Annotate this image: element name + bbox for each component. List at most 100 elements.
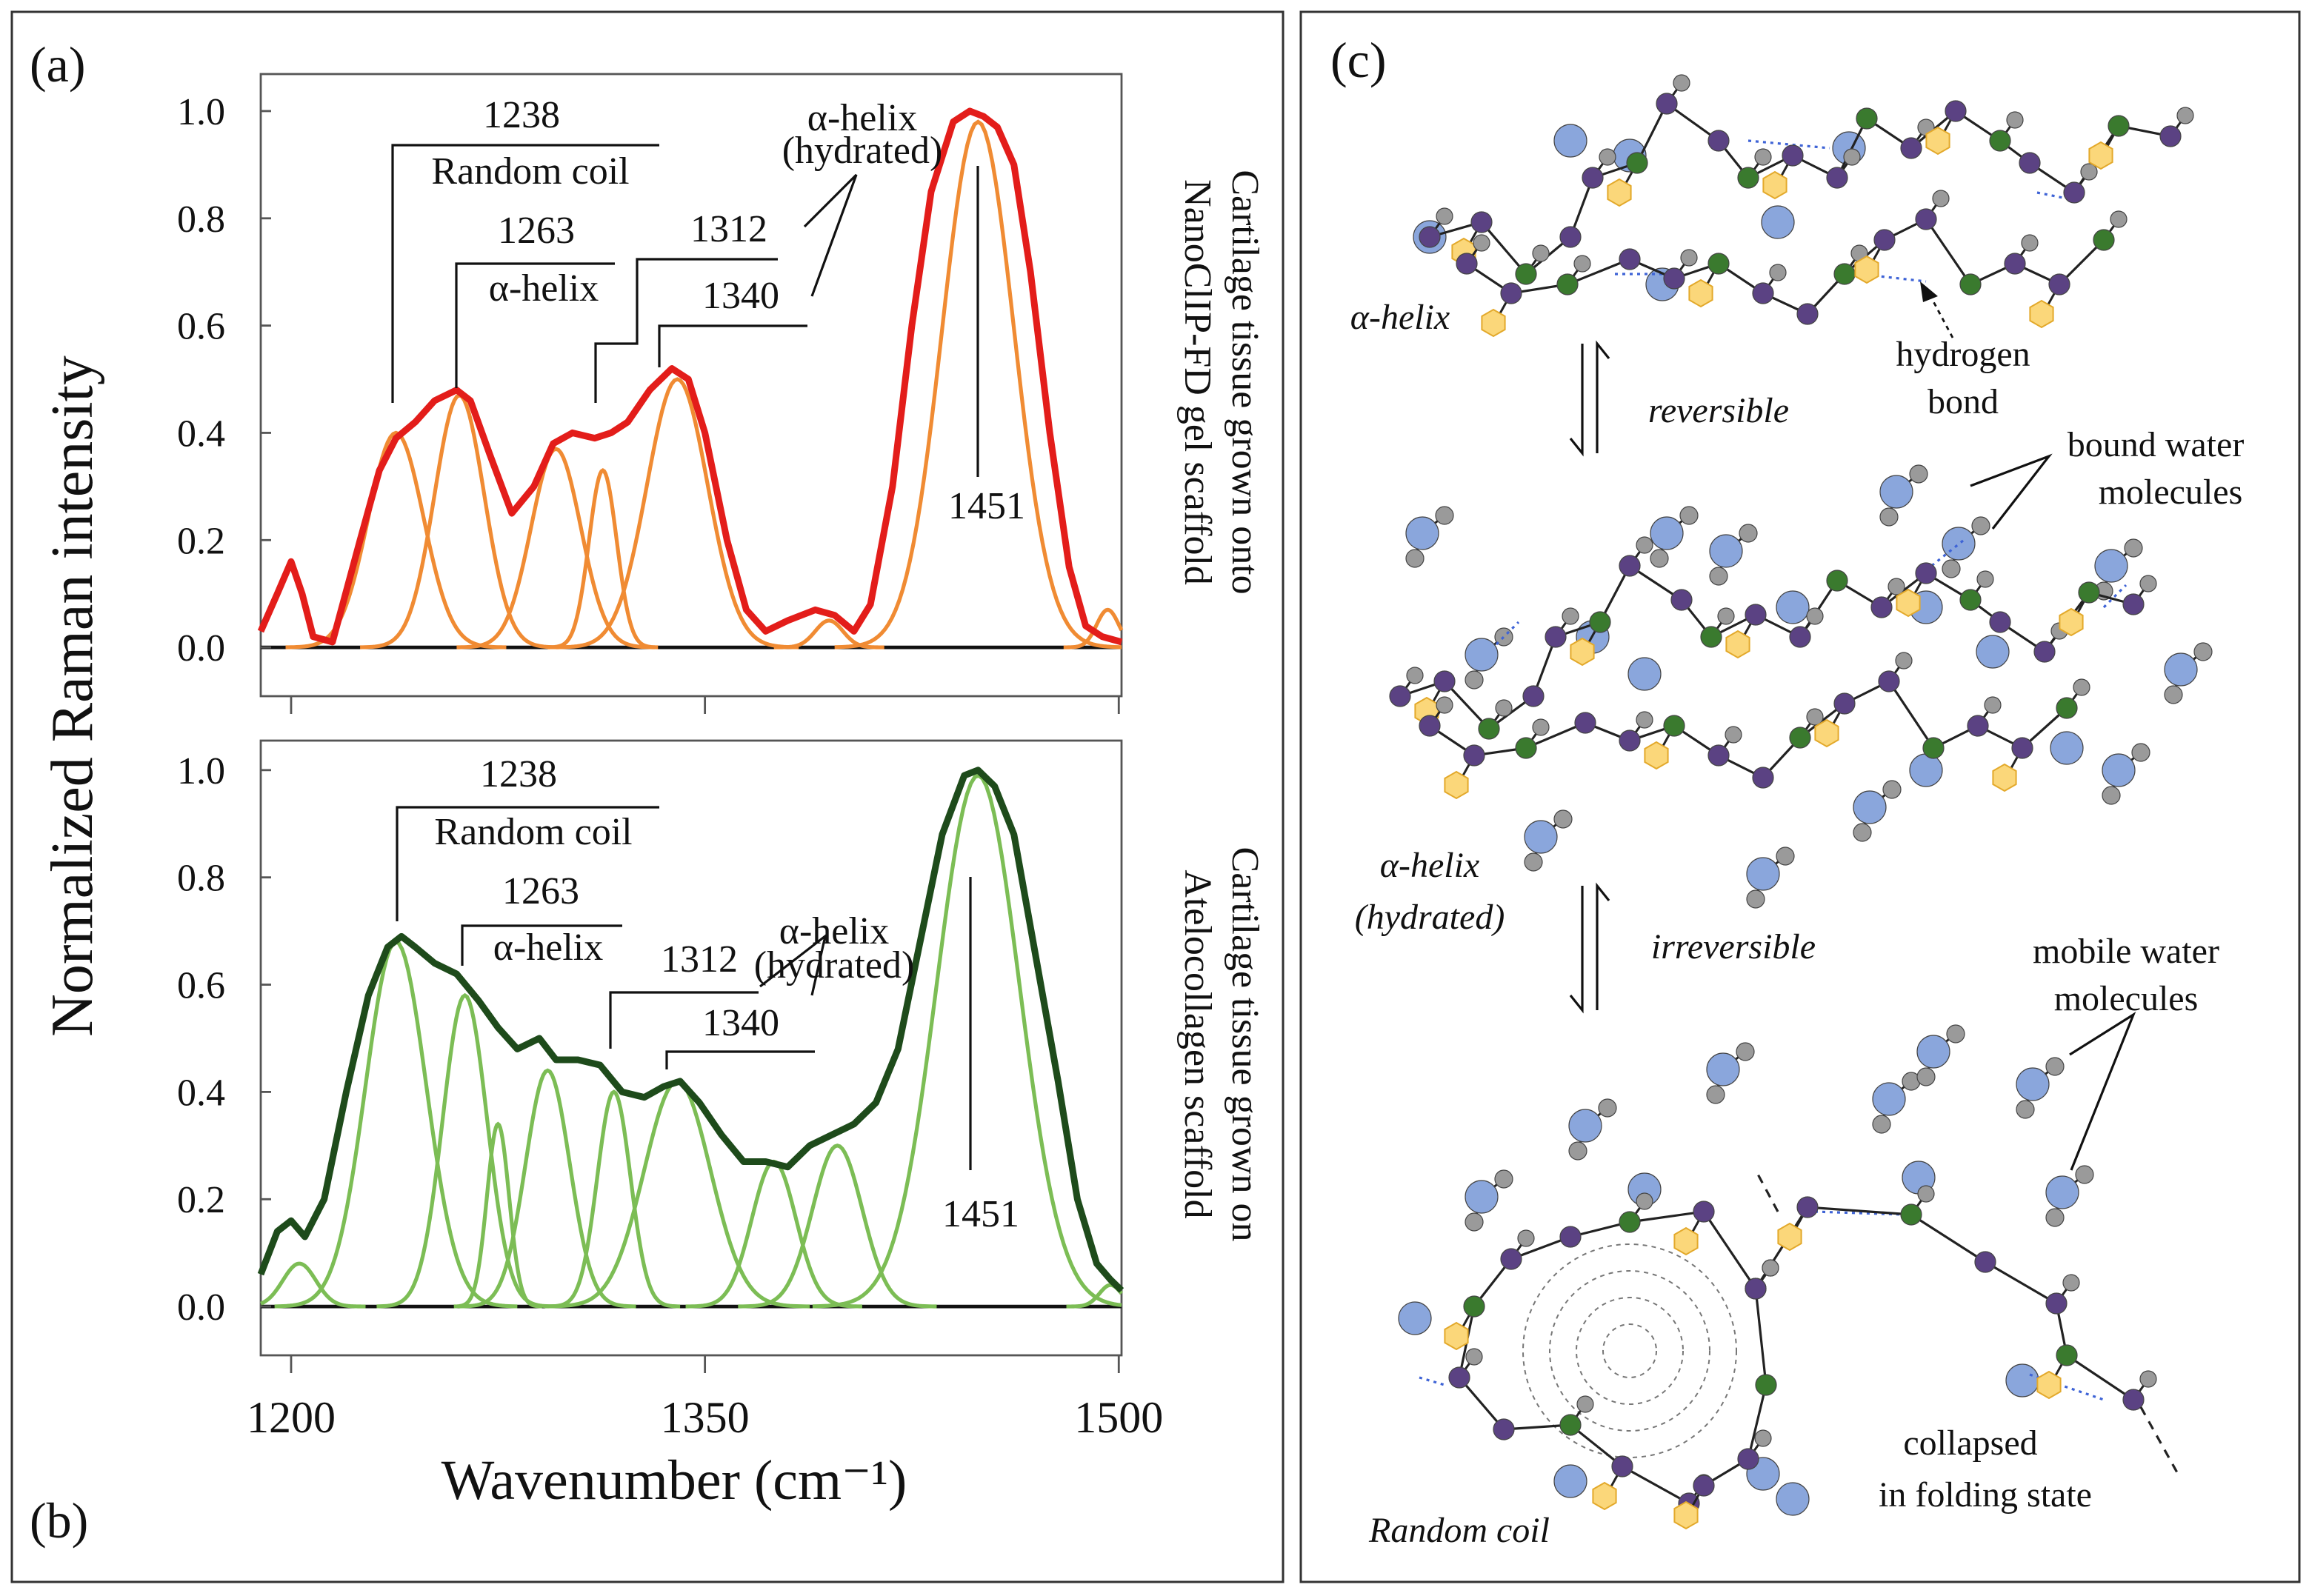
side-ring <box>2029 299 2054 329</box>
backbone-atom <box>1915 208 1937 230</box>
backbone-atom <box>1433 670 1456 692</box>
hydrogen-atom <box>1806 607 1824 625</box>
hydrogen-atom <box>2006 111 2024 129</box>
water-hydrogen <box>1598 1098 1617 1118</box>
annotation: 1340 <box>702 275 779 317</box>
backbone-atom <box>1500 1248 1522 1270</box>
water-hydrogen <box>1650 549 1669 568</box>
backbone-atom <box>2078 581 2100 604</box>
backbone-atom <box>1707 130 1730 152</box>
hydrogen-atom <box>1932 190 1950 207</box>
y-tick-label: 0.8 <box>177 858 225 900</box>
folding-ring <box>1576 1297 1684 1405</box>
water-hydrogen <box>2102 786 2121 805</box>
side-label: NanoClIP-FD gel scaffold <box>1176 179 1219 585</box>
backbone-atom <box>1515 263 1537 285</box>
side-ring <box>1673 1500 1699 1530</box>
backbone-atom <box>1789 727 1811 749</box>
transition-label: irreversible <box>1651 927 1816 966</box>
water-hydrogen <box>1679 506 1699 525</box>
water-hydrogen <box>1465 1212 1484 1232</box>
backbone-atom <box>1619 729 1641 752</box>
hydrogen-atom <box>1717 607 1735 625</box>
annotation: 1312 <box>661 938 738 981</box>
annotation: 1263 <box>502 870 579 912</box>
hydrogen-atom <box>1895 652 1913 670</box>
molecule-drawing <box>1389 74 2213 1530</box>
side-label: Cartilage tissue grown on <box>1224 847 1266 1242</box>
y-tick-label: 0.2 <box>177 520 225 562</box>
folding-ring <box>1522 1243 1737 1458</box>
annotation: 1238 <box>480 753 557 795</box>
side-label: Atelocollagen scaffold <box>1176 869 1219 1218</box>
fitted-band <box>812 773 1122 1309</box>
backbone-atom <box>1463 1295 1485 1318</box>
hydrogen-atom <box>1984 696 2002 714</box>
hydrogen-atom <box>1636 711 1653 729</box>
hydrogen-atom <box>1465 1348 1483 1366</box>
backbone-atom <box>1663 715 1685 737</box>
water-hydrogen <box>2045 1057 2065 1076</box>
backbone-atom <box>2093 229 2115 251</box>
backbone-atom <box>1463 744 1485 767</box>
folding-ring <box>1549 1270 1710 1432</box>
fitted-band <box>259 1261 366 1309</box>
side-ring <box>1762 170 1787 200</box>
hydrogen-atom <box>2073 678 2090 696</box>
water-oxygen <box>1568 1109 1602 1143</box>
fitted-band <box>547 1089 681 1309</box>
hydrogen-atom <box>1406 667 1424 684</box>
backbone <box>1458 1210 1767 1505</box>
water-oxygen <box>1879 475 1913 509</box>
water-hydrogen <box>1942 559 1961 578</box>
water-hydrogen <box>2193 642 2213 661</box>
water-oxygen <box>1746 857 1780 891</box>
annotation: Random coil <box>431 150 629 193</box>
backbone-atom <box>1470 211 1493 233</box>
oxygen-atom <box>1909 753 1943 787</box>
backbone-atom <box>1559 1414 1582 1436</box>
water-oxygen <box>2016 1067 2050 1101</box>
backbone-atom <box>1782 144 1804 167</box>
backbone-atom <box>1626 152 1648 174</box>
backbone-atom <box>1959 273 1982 296</box>
backbone-atom <box>1989 611 2011 633</box>
label: bond <box>1928 382 1999 421</box>
label: hydrogen <box>1896 335 2030 374</box>
backbone-atom <box>1856 107 1878 130</box>
water-oxygen <box>1916 1035 1950 1069</box>
hydrogen-atom <box>1436 207 1453 225</box>
water-hydrogen <box>1971 516 1990 535</box>
hydrogen-atom <box>2139 575 2157 592</box>
annotation: 1451 <box>948 485 1025 527</box>
water-oxygen <box>1709 534 1743 568</box>
oxygen-atom <box>1761 205 1795 239</box>
annotation: 1340 <box>702 1002 779 1044</box>
backbone-atom <box>1559 226 1582 248</box>
hydrogen-atom <box>1436 696 1453 714</box>
water-oxygen <box>1706 1052 1740 1086</box>
backbone-atom <box>1826 570 1848 592</box>
hydrogen-bond <box>1747 139 1830 150</box>
backbone-atom <box>1796 303 1819 325</box>
side-label: Cartilage tissue grown onto <box>1224 170 1266 594</box>
backbone-atom <box>1873 229 1896 251</box>
x-tick-label: 1500 <box>1074 1393 1163 1442</box>
y-tick-label: 0.6 <box>177 965 225 1007</box>
fitted-band <box>544 1079 810 1309</box>
backbone-atom <box>1500 282 1522 304</box>
oxygen-atom <box>1776 590 1810 624</box>
backbone-atom <box>2033 641 2056 663</box>
backbone-atom <box>2004 253 2026 275</box>
backbone-atom <box>1656 93 1678 115</box>
backbone-atom <box>1707 253 1730 275</box>
backbone-atom <box>1900 137 1922 159</box>
structure-label: α-helix <box>1380 846 1479 885</box>
fitted-band <box>773 618 884 650</box>
spectrum-line <box>257 767 1124 1293</box>
x-tick-label: 1350 <box>661 1393 750 1442</box>
water-hydrogen <box>1405 549 1425 568</box>
fitted-band <box>834 119 1122 650</box>
backbone-atom <box>1693 1475 1715 1497</box>
hydrogen-atom <box>2062 1274 2080 1292</box>
